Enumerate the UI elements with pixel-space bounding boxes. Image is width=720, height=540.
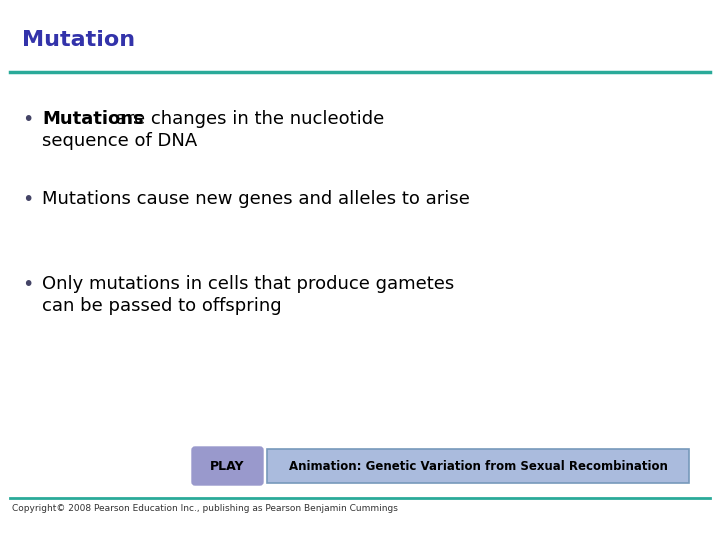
Text: Mutations: Mutations bbox=[42, 110, 143, 128]
Text: •: • bbox=[22, 275, 33, 294]
Text: Mutations cause new genes and alleles to arise: Mutations cause new genes and alleles to… bbox=[42, 190, 470, 208]
Text: Only mutations in cells that produce gametes: Only mutations in cells that produce gam… bbox=[42, 275, 454, 293]
FancyBboxPatch shape bbox=[192, 447, 263, 485]
Text: •: • bbox=[22, 110, 33, 129]
Text: are changes in the nucleotide: are changes in the nucleotide bbox=[109, 110, 384, 128]
Text: Copyright© 2008 Pearson Education Inc., publishing as Pearson Benjamin Cummings: Copyright© 2008 Pearson Education Inc., … bbox=[12, 504, 398, 513]
Text: •: • bbox=[22, 190, 33, 209]
Text: Animation: Genetic Variation from Sexual Recombination: Animation: Genetic Variation from Sexual… bbox=[289, 460, 667, 472]
Text: sequence of DNA: sequence of DNA bbox=[42, 132, 197, 150]
Text: Mutation: Mutation bbox=[22, 30, 135, 50]
FancyBboxPatch shape bbox=[267, 449, 689, 483]
Text: PLAY: PLAY bbox=[210, 460, 245, 472]
Text: can be passed to offspring: can be passed to offspring bbox=[42, 297, 282, 315]
